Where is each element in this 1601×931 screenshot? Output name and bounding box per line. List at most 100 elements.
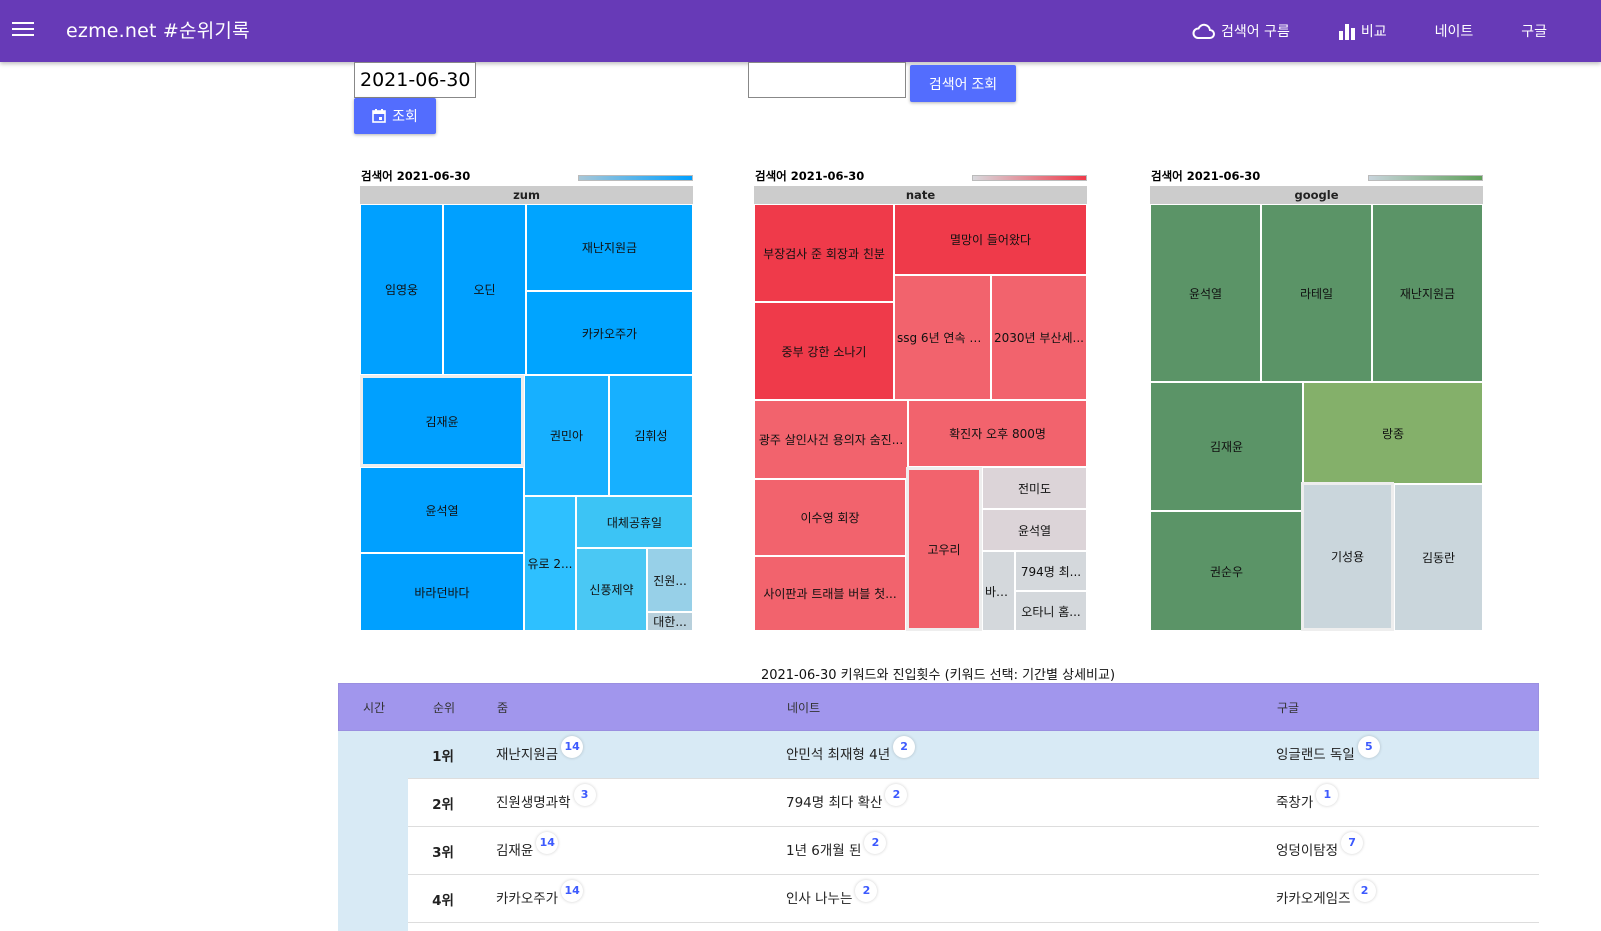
treemap-cell[interactable]: 오타니 홈... [1015, 591, 1087, 631]
nav-item-word-cloud[interactable]: 검색어 구름 [1168, 0, 1314, 62]
keyword-link[interactable]: 김재윤 [496, 842, 534, 859]
treemap-cell[interactable]: 기성용 [1301, 482, 1394, 631]
count-badge: 2 [893, 735, 916, 758]
keyword-link[interactable]: 794명 최다 확산 [786, 794, 883, 811]
query-button[interactable]: 조회 [354, 98, 436, 134]
count-badge: 2 [885, 783, 908, 806]
treemap-cell[interactable]: 김동란 [1394, 484, 1483, 631]
header-time: 시간 [362, 700, 386, 715]
keyword-link[interactable]: 죽창가 [1276, 794, 1314, 811]
treemap-cell[interactable]: 사이판과 트래블 버블 첫... [754, 556, 906, 631]
color-legend [972, 175, 1087, 181]
count-badge: 2 [864, 831, 887, 854]
treemap-cell[interactable]: 신풍제약 [576, 548, 647, 631]
treemap-title: 검색어 2021-06-30 [755, 169, 865, 183]
count-badge: 14 [561, 879, 584, 902]
nav-item-google[interactable]: 구글 [1497, 0, 1571, 62]
treemap-cell[interactable]: 김휘성 [609, 375, 693, 496]
keyword-link[interactable]: 1년 6개월 된 [786, 842, 862, 859]
treemap-cell-label: 윤석열 [425, 503, 459, 518]
treemap-cell[interactable]: 멸망이 들어왔다 [894, 204, 1087, 275]
treemap-cell[interactable]: 재난지원금 [526, 204, 693, 291]
treemap-cell[interactable]: 김재윤 [1150, 382, 1303, 511]
treemap-cell[interactable]: 중부 강한 소나기 [754, 302, 894, 400]
treemap-source-label: nate [754, 186, 1087, 204]
keyword-link[interactable]: 진원생명과학 [496, 794, 571, 811]
treemap-cell[interactable]: 바라... [982, 551, 1015, 631]
treemap-cell[interactable]: 대한... [647, 612, 693, 631]
header-rank: 순위 [432, 700, 456, 715]
header-google: 구글 [1277, 700, 1300, 715]
treemap-cell[interactable]: ssg 6년 연속 2... [894, 275, 991, 400]
keyword-input[interactable] [748, 62, 906, 98]
cloud-icon [1192, 23, 1215, 39]
nav-label: 비교 [1360, 24, 1387, 40]
nav-item-compare[interactable]: 비교 [1314, 0, 1411, 62]
top-nav: 검색어 구름 비교 네이트 구글 [1168, 0, 1571, 62]
treemap-cell-label: 대한... [653, 615, 687, 629]
nav-item-nate[interactable]: 네이트 [1411, 0, 1498, 62]
treemap-cell[interactable]: 794명 최... [1015, 551, 1087, 591]
treemap-cell[interactable]: 권순우 [1150, 511, 1303, 631]
treemap-cell[interactable]: 라테일 [1261, 204, 1372, 382]
treemap-cell-label: 794명 최... [1020, 564, 1082, 579]
treemap-cell[interactable]: 2030년 부산세... [991, 275, 1087, 400]
treemap-cell-label: 멸망이 들어왔다 [949, 233, 1032, 247]
treemap-cell[interactable]: 윤석열 [360, 467, 524, 553]
treemap-cell-label: 전미도 [1017, 481, 1052, 496]
treemap-nate: 검색어 2021-06-30 nate 부장검사 준 회장과 친분 멸망이 들어… [754, 168, 1087, 631]
query-button-label: 조회 [392, 108, 418, 124]
treemap-title: 검색어 2021-06-30 [361, 169, 471, 183]
table-row: 1위 재난지원금14 안민석 최재형 4년2 잉글랜드 독일5 [338, 731, 1539, 779]
menu-icon[interactable] [12, 18, 34, 40]
treemap-source-label: google [1150, 186, 1483, 204]
treemap-cell[interactable]: 카카오주가 [526, 291, 693, 375]
treemap-cell-label: 라테일 [1299, 286, 1334, 301]
keyword-link[interactable]: 재난지원금 [496, 746, 559, 763]
treemap-cell[interactable]: 고우리 [906, 467, 982, 631]
table-row: 3위 김재윤14 1년 6개월 된2 엉덩이탐정7 [338, 827, 1539, 875]
treemap-cell[interactable]: 확진자 오후 800명 [908, 400, 1087, 467]
keyword-link[interactable]: 잉글랜드 독일 [1276, 746, 1355, 763]
treemap-cell[interactable]: 권민아 [524, 375, 609, 496]
treemap-cell[interactable]: 윤석열 [1150, 204, 1261, 382]
keyword-link[interactable]: 안민석 최재형 4년 [786, 746, 891, 763]
keyword-link[interactable]: 카카오게임즈 [1276, 890, 1351, 907]
treemap-cell-label: 김휘성 [634, 429, 668, 443]
keyword-search-button[interactable]: 검색어 조회 [910, 65, 1016, 102]
treemap-cell-label: 김재윤 [1209, 440, 1244, 454]
treemap-cell[interactable]: 전미도 [982, 467, 1087, 509]
treemap-cell[interactable]: 재난지원금 [1372, 204, 1483, 382]
count-badge: 1 [1316, 783, 1339, 806]
date-field[interactable] [354, 62, 476, 98]
treemap-cell-label: 카카오주가 [581, 326, 638, 341]
treemap-cell-label: 유로 2... [527, 557, 573, 571]
keyword-link[interactable]: 엉덩이탐정 [1276, 842, 1339, 859]
treemap-cell[interactable]: 대체공휴일 [576, 496, 693, 548]
keyword-link[interactable]: 인사 나누는 [786, 890, 853, 907]
treemap-cell-label: 권순우 [1209, 564, 1244, 579]
keyword-link[interactable]: 카카오주가 [496, 890, 559, 907]
treemap-cell[interactable]: 오딘 [443, 204, 526, 375]
treemap-cell-label: 중부 강한 소나기 [781, 344, 867, 359]
treemap-cell[interactable]: 유로 2... [524, 496, 576, 631]
treemap-cell[interactable]: 바라던바다 [360, 553, 524, 631]
treemap-cell-label: 기성용 [1330, 550, 1365, 564]
treemap-cell[interactable]: 임영웅 [360, 204, 443, 375]
treemap-cell-label: 2030년 부산세... [994, 331, 1084, 345]
treemap-cell[interactable]: 이수영 회장 [754, 479, 906, 556]
treemap-cell[interactable]: 랑종 [1303, 382, 1483, 484]
table-row: 4위 카카오주가14 인사 나누는2 카카오게임즈2 [338, 875, 1539, 923]
treemap-cell[interactable]: 윤석열 [982, 509, 1087, 551]
treemap-cell-label: 재난지원금 [1399, 286, 1456, 301]
treemap-cell[interactable]: 부장검사 준 회장과 친분 [754, 204, 894, 302]
treemap-cell[interactable]: 광주 살인사건 용의자 숨진... [754, 400, 908, 479]
brand-title[interactable]: ezme.net #순위기록 [66, 20, 250, 42]
treemap-cell[interactable]: 진원... [647, 548, 693, 612]
nav-label: 구글 [1521, 24, 1547, 40]
treemap-cell[interactable]: 김재윤 [360, 375, 524, 467]
treemap-cell-label: 이수영 회장 [800, 511, 860, 525]
rank-cell: 2위 [432, 796, 454, 813]
treemap-cell-label: 오타니 홈... [1021, 604, 1081, 619]
treemap-cell-label: 고우리 [927, 542, 961, 557]
